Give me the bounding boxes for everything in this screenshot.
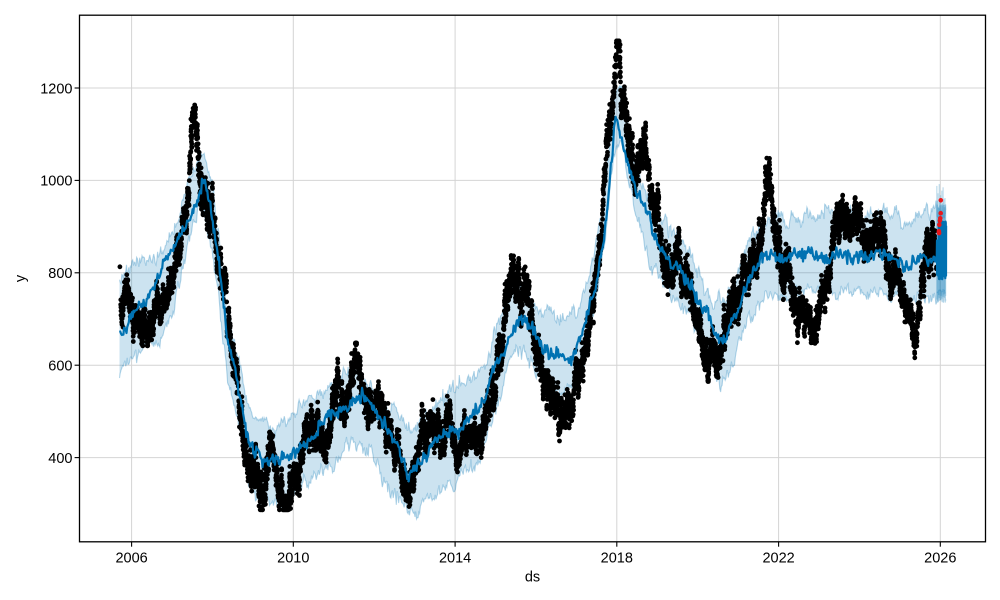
svg-text:2010: 2010	[277, 550, 309, 566]
svg-text:1200: 1200	[40, 81, 72, 97]
svg-text:ds: ds	[525, 570, 540, 586]
svg-text:2022: 2022	[762, 550, 794, 566]
svg-text:y: y	[13, 274, 29, 282]
svg-text:400: 400	[48, 451, 72, 467]
svg-text:2006: 2006	[115, 550, 147, 566]
svg-text:800: 800	[48, 266, 72, 282]
svg-text:2014: 2014	[439, 550, 471, 566]
svg-text:2018: 2018	[601, 550, 633, 566]
svg-text:2026: 2026	[924, 550, 956, 566]
svg-text:600: 600	[48, 359, 72, 375]
svg-text:1000: 1000	[40, 174, 72, 190]
